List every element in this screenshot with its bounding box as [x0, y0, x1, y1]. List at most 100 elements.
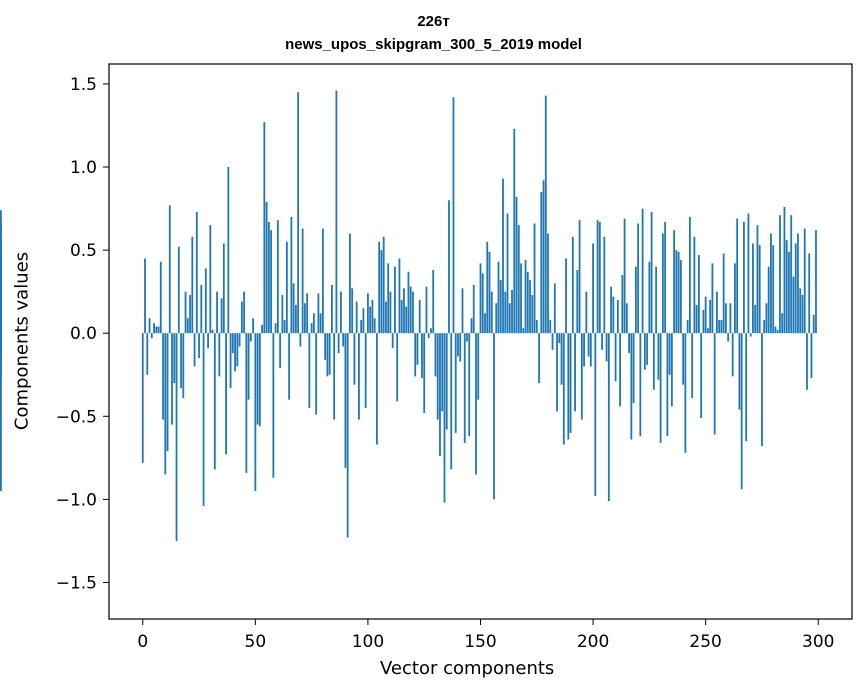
- bar: [211, 329, 214, 334]
- bar: [544, 95, 547, 334]
- bar: [150, 333, 153, 339]
- bar: [623, 218, 626, 334]
- bar: [632, 333, 635, 403]
- bar: [707, 328, 709, 334]
- bar: [524, 260, 527, 334]
- bar: [315, 333, 318, 415]
- bar: [180, 333, 182, 389]
- bar: [153, 323, 155, 334]
- bar: [767, 266, 770, 334]
- bar: [272, 333, 275, 478]
- bar: [270, 230, 273, 334]
- bar: [520, 263, 522, 334]
- y-tick-label: −0.5: [56, 407, 97, 427]
- bar: [182, 333, 185, 398]
- bar: [812, 314, 815, 334]
- bar: [675, 250, 678, 334]
- bar: [569, 333, 572, 433]
- x-tick-label: 300: [802, 632, 834, 652]
- bar: [398, 258, 401, 334]
- bar: [605, 333, 608, 362]
- bar: [240, 301, 243, 334]
- bar: [236, 333, 239, 367]
- bar: [276, 220, 279, 334]
- bar: [664, 221, 667, 334]
- bar: [756, 225, 759, 334]
- bar: [486, 241, 489, 334]
- bar: [754, 304, 757, 334]
- bar: [452, 97, 455, 334]
- bar: [794, 243, 797, 334]
- bar: [355, 301, 358, 334]
- bar: [630, 333, 633, 440]
- bar: [369, 306, 372, 334]
- bar: [231, 333, 234, 354]
- bar: [558, 333, 561, 344]
- bar: [659, 333, 662, 443]
- bar: [279, 333, 282, 369]
- bar: [344, 333, 347, 468]
- bar: [565, 258, 567, 334]
- bar: [297, 92, 300, 334]
- bar: [189, 294, 191, 334]
- bar: [184, 291, 187, 334]
- bar: [779, 215, 781, 334]
- bar: [371, 299, 374, 334]
- bar: [488, 251, 491, 334]
- bar: [562, 333, 565, 445]
- bar: [785, 240, 788, 334]
- bar: [247, 333, 250, 400]
- bar: [657, 333, 660, 380]
- bar: [580, 333, 583, 420]
- bar: [470, 318, 473, 334]
- bar: [141, 333, 144, 463]
- bar: [774, 326, 777, 334]
- bar: [734, 263, 736, 334]
- bar: [761, 333, 763, 447]
- bar: [349, 233, 351, 334]
- bar: [367, 293, 369, 334]
- bar: [612, 296, 615, 334]
- bar: [234, 333, 236, 372]
- y-tick-label: −1.0: [56, 490, 97, 510]
- bar: [308, 333, 311, 408]
- bar: [745, 333, 748, 442]
- bar: [772, 245, 775, 334]
- bar: [225, 333, 227, 455]
- bar: [652, 333, 655, 390]
- bar: [218, 333, 221, 377]
- bar: [634, 266, 637, 334]
- bar: [340, 291, 342, 334]
- bar: [337, 333, 340, 354]
- bar: [0, 273, 2, 334]
- bar: [484, 313, 486, 334]
- bar: [740, 333, 743, 490]
- bar: [743, 221, 745, 334]
- bars-group: [0, 90, 817, 541]
- bar: [216, 291, 218, 334]
- bar: [281, 294, 284, 334]
- bar: [655, 266, 658, 334]
- bar: [797, 233, 799, 334]
- bar: [207, 333, 209, 349]
- bar: [146, 333, 149, 375]
- bar: [585, 291, 588, 334]
- bar: [432, 270, 435, 334]
- bar: [810, 333, 813, 379]
- bar: [321, 228, 324, 334]
- bar: [376, 333, 378, 445]
- bar: [594, 333, 597, 497]
- bar: [643, 333, 646, 370]
- bar: [763, 319, 766, 334]
- bar: [258, 333, 261, 427]
- y-tick-label: −1.5: [56, 573, 97, 593]
- bar: [414, 333, 417, 377]
- bar: [391, 333, 394, 349]
- bar: [459, 333, 462, 362]
- bar: [553, 283, 556, 334]
- bar: [567, 333, 570, 440]
- bar: [684, 333, 687, 453]
- bar: [619, 333, 621, 407]
- bar: [403, 288, 405, 334]
